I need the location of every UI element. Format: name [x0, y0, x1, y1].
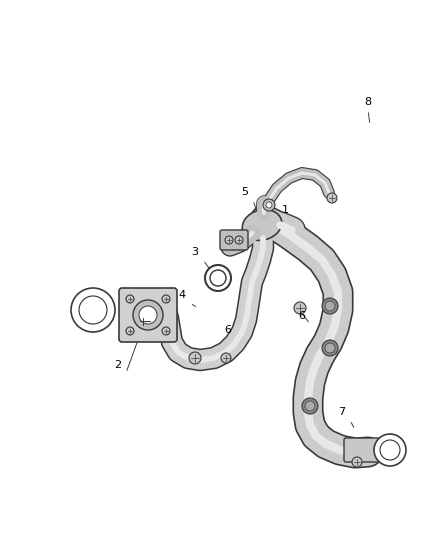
- Text: 1: 1: [282, 205, 289, 215]
- Ellipse shape: [242, 209, 282, 240]
- Circle shape: [126, 295, 134, 303]
- Circle shape: [322, 298, 338, 314]
- Circle shape: [189, 352, 201, 364]
- FancyBboxPatch shape: [220, 230, 248, 250]
- Circle shape: [380, 440, 400, 460]
- Circle shape: [322, 340, 338, 356]
- FancyBboxPatch shape: [119, 288, 177, 342]
- Text: 6: 6: [225, 325, 232, 335]
- Circle shape: [327, 193, 337, 203]
- Circle shape: [235, 236, 243, 244]
- Circle shape: [305, 401, 315, 411]
- Circle shape: [221, 353, 231, 363]
- Circle shape: [302, 398, 318, 414]
- Text: 4: 4: [178, 290, 186, 300]
- FancyBboxPatch shape: [344, 438, 380, 462]
- Circle shape: [79, 296, 107, 324]
- Text: 3: 3: [191, 247, 198, 257]
- Text: 6: 6: [299, 311, 305, 321]
- Circle shape: [266, 202, 272, 208]
- Circle shape: [126, 327, 134, 335]
- Circle shape: [210, 270, 226, 286]
- Circle shape: [162, 327, 170, 335]
- Text: 7: 7: [339, 407, 346, 417]
- Circle shape: [263, 199, 275, 211]
- Circle shape: [139, 306, 157, 324]
- Circle shape: [162, 295, 170, 303]
- Text: 5: 5: [241, 187, 248, 197]
- Circle shape: [225, 236, 233, 244]
- Circle shape: [294, 302, 306, 314]
- Circle shape: [71, 288, 115, 332]
- Text: 2: 2: [114, 360, 122, 370]
- Text: 8: 8: [364, 97, 371, 107]
- Circle shape: [325, 301, 335, 311]
- Circle shape: [352, 457, 362, 467]
- Circle shape: [133, 300, 163, 330]
- Circle shape: [325, 343, 335, 353]
- Circle shape: [374, 434, 406, 466]
- Circle shape: [205, 265, 231, 291]
